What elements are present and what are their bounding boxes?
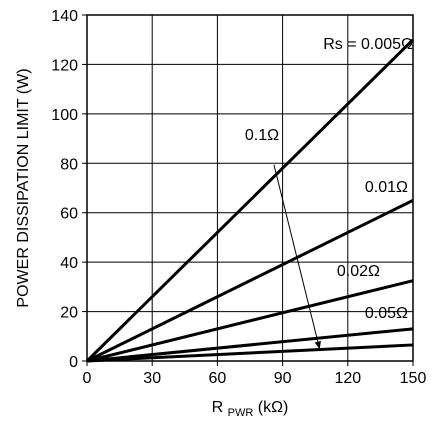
x-tick-label: 90 xyxy=(274,370,292,387)
series-label: 0.1Ω xyxy=(245,127,279,144)
tick-labels: 0 30 60 90 120 150 0 20 40 60 80 100 120 140 xyxy=(51,8,426,387)
x-axis-label: R PWR (kΩ) xyxy=(212,399,289,420)
x-tick-label: 30 xyxy=(143,370,161,387)
y-tick-label: 60 xyxy=(60,206,78,223)
y-axis-label: POWER DISSIPATION LIMIT (W) xyxy=(15,68,32,307)
grid xyxy=(82,14,414,366)
series-line xyxy=(86,199,414,363)
y-tick-label: 140 xyxy=(51,8,78,25)
y-tick-label: 120 xyxy=(51,57,78,74)
x-tick-label: 0 xyxy=(83,370,92,387)
series-label: Rs = 0.005Ω xyxy=(323,36,413,53)
series-line xyxy=(86,343,414,363)
series-label: 0.01Ω xyxy=(365,179,408,196)
y-tick-label: 40 xyxy=(60,255,78,272)
x-axis-label-unit: (kΩ) xyxy=(258,399,289,416)
x-axis-label-subscript: PWR xyxy=(228,407,254,419)
y-tick-label: 20 xyxy=(60,305,78,322)
x-tick-label: 120 xyxy=(334,370,361,387)
series-label: 0.05Ω xyxy=(365,305,408,322)
series-line xyxy=(86,327,414,363)
series-line xyxy=(85,38,415,363)
x-tick-label: 60 xyxy=(209,370,227,387)
plot-frame xyxy=(86,14,414,362)
annotation-arrow xyxy=(273,164,321,350)
x-axis-label-main: R xyxy=(212,399,224,416)
series-label: 0.02Ω xyxy=(337,263,380,280)
series-labels: Rs = 0.005Ω 0.01Ω 0.02Ω 0.05Ω 0.1Ω xyxy=(245,36,413,350)
series-line xyxy=(86,279,414,363)
y-tick-label: 80 xyxy=(60,156,78,173)
series-lines xyxy=(85,38,415,363)
y-tick-label: 0 xyxy=(69,354,78,371)
y-tick-label: 100 xyxy=(51,107,78,124)
x-tick-label: 150 xyxy=(400,370,427,387)
